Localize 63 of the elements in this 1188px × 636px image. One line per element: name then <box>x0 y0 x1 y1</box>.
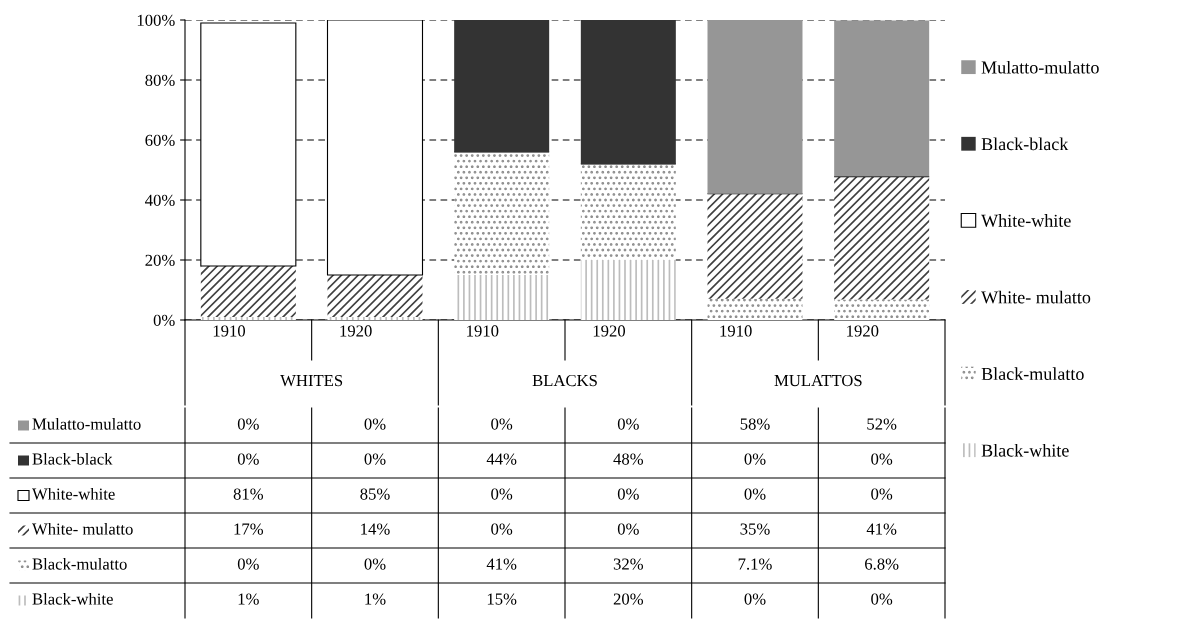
data-label: 0% <box>871 593 893 605</box>
data-label: 0% <box>871 453 893 465</box>
text: MULATTOS <box>774 374 862 387</box>
data-label: 20% <box>613 593 644 605</box>
data-label: 41% <box>486 558 517 570</box>
data-label: 85% <box>360 488 390 500</box>
data-label: 0% <box>237 453 259 465</box>
data-label: 0% <box>491 488 513 500</box>
data-label: 0% <box>744 453 766 465</box>
data-label: 0% <box>491 523 513 535</box>
y-tick-label: 60% <box>145 134 175 146</box>
data-label: 0% <box>237 558 259 570</box>
data-label: 1% <box>238 593 259 605</box>
legend-label: Black-mulatto <box>981 367 1084 381</box>
data-label: 35% <box>740 523 770 535</box>
legend-label: Black-black <box>981 137 1069 151</box>
text: WHITES <box>280 374 343 387</box>
data-label: 0% <box>744 593 766 605</box>
y-tick-label: 0% <box>153 314 175 326</box>
data-label: 52% <box>867 418 897 430</box>
data-label: 0% <box>364 453 386 465</box>
text: BLACKS <box>532 374 597 387</box>
data-label: 1% <box>365 593 386 605</box>
data-label: 15% <box>487 593 517 605</box>
data-label: 32% <box>613 558 644 570</box>
data-label: 44% <box>486 453 517 465</box>
y-tick-label: 20% <box>145 254 175 266</box>
data-label: 0% <box>617 488 639 500</box>
x-tick-label: 1920 <box>593 325 626 337</box>
x-tick-label: 1910 <box>720 325 752 337</box>
y-tick-label: 80% <box>145 74 175 86</box>
text: Black-white <box>981 443 1069 457</box>
legend-label: White-white <box>32 487 115 500</box>
data-label: 0% <box>364 418 386 430</box>
x-tick-label: 1920 <box>340 325 372 337</box>
data-label: 6.8% <box>865 558 899 570</box>
text: Black-black <box>32 452 113 465</box>
data-label: 41% <box>866 523 897 535</box>
data-label: 7.1% <box>738 558 772 570</box>
data-label: 14% <box>361 523 390 535</box>
data-label: 0% <box>364 558 386 570</box>
legend-label: Mulatto-mulatto <box>981 60 1099 74</box>
y-tick-label: 40% <box>145 194 175 206</box>
text: Mulatto-mulatto <box>32 417 141 430</box>
text: Black-mulatto <box>32 557 127 570</box>
data-label: 0% <box>237 418 259 430</box>
data-label: 0% <box>617 418 639 430</box>
y-tick-label: 100% <box>137 14 175 26</box>
data-label: 0% <box>871 488 893 500</box>
data-label: 48% <box>613 453 644 465</box>
data-label: 0% <box>744 488 766 500</box>
data-label: 0% <box>491 418 513 430</box>
data-label: 81% <box>233 488 264 500</box>
data-label: 58% <box>740 418 770 430</box>
x-tick-label: 1910 <box>467 325 499 337</box>
legend-label: Black-white <box>32 592 113 605</box>
x-tick-label: 1920 <box>847 325 879 337</box>
legend-label: White- mulatto <box>981 290 1091 304</box>
text: White-white <box>981 214 1071 227</box>
text: White- mulatto <box>32 522 133 535</box>
x-tick-label: 1910 <box>213 325 246 337</box>
data-label: 0% <box>617 523 639 535</box>
data-label: 17% <box>234 523 264 535</box>
